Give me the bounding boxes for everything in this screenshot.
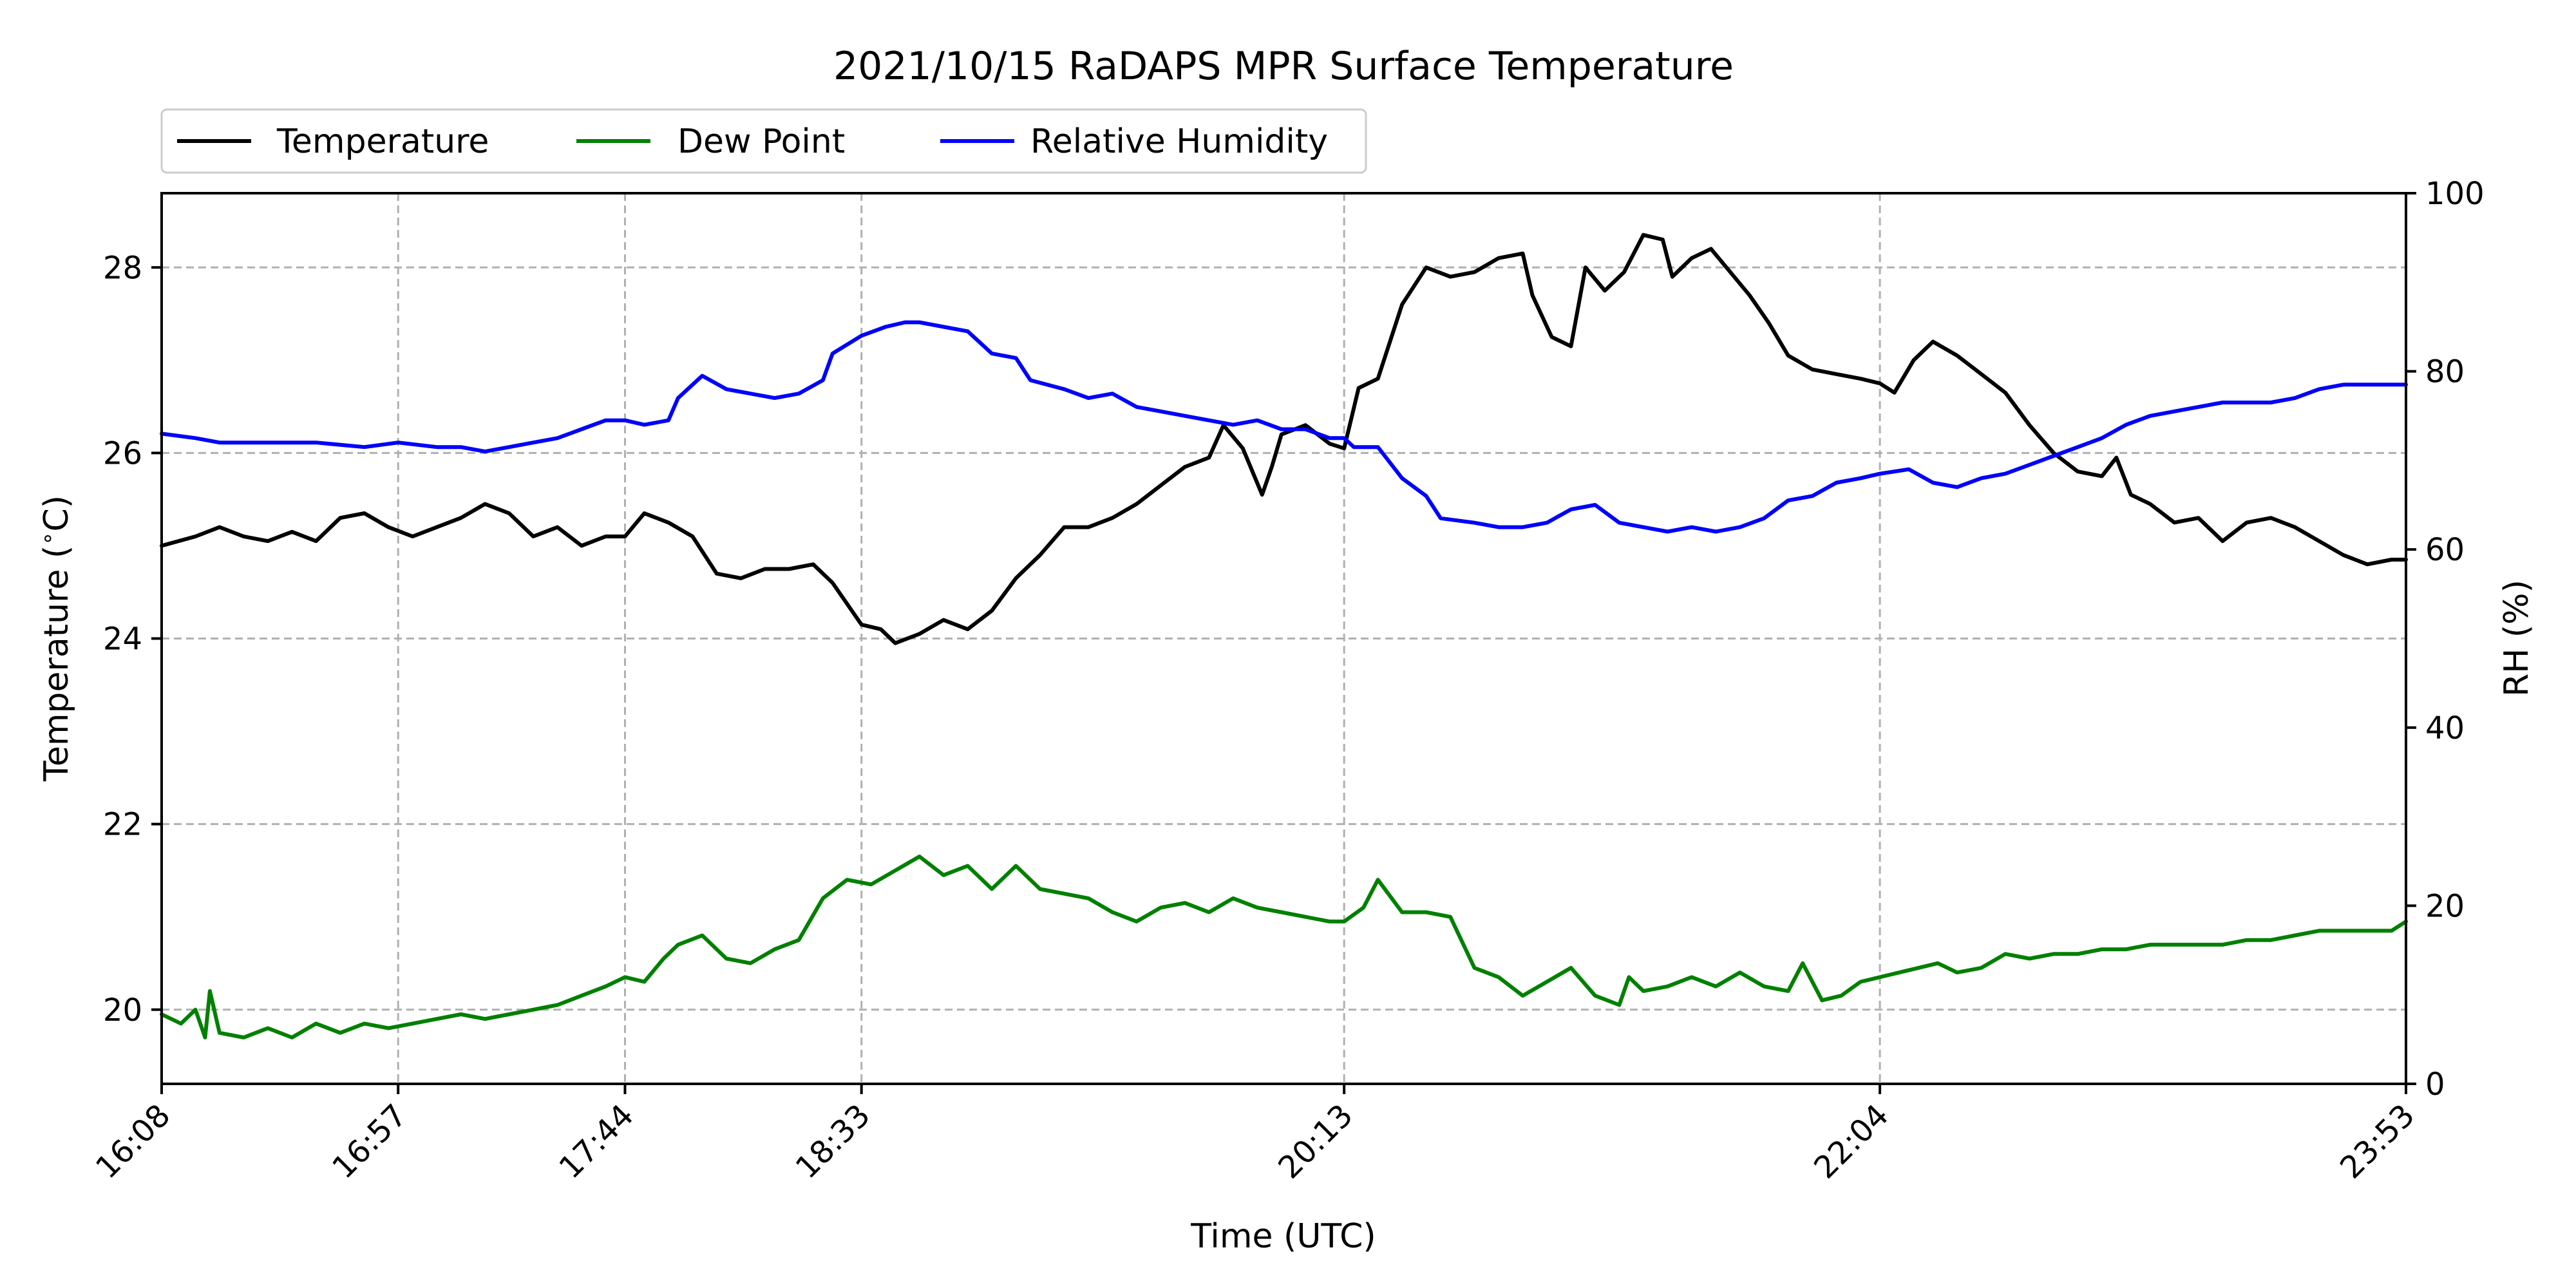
y-tick-label-right: 0 [2425, 1066, 2445, 1103]
chart-title: 2021/10/15 RaDAPS MPR Surface Temperatur… [833, 44, 1734, 89]
y-tick-label-right: 20 [2425, 888, 2465, 924]
y-tick-label-right: 80 [2425, 354, 2465, 390]
y-tick-label-left: 22 [103, 807, 142, 843]
legend-label: Relative Humidity [1030, 122, 1328, 161]
x-axis-label: Time (UTC) [1190, 1217, 1376, 1256]
chart: 2021/10/15 RaDAPS MPR Surface Temperatur… [0, 0, 2576, 1288]
y-tick-label-left: 26 [103, 435, 142, 471]
y-tick-label-left: 20 [103, 992, 142, 1028]
y-tick-label-right: 60 [2425, 532, 2465, 568]
y-axis-label-right: RH (%) [2497, 580, 2536, 697]
legend: Temperature Dew Point Relative Humidity [162, 109, 1366, 173]
y-tick-label-right: 100 [2425, 176, 2485, 212]
legend-label: Dew Point [677, 122, 845, 161]
y-tick-label-left: 28 [103, 250, 142, 286]
y-tick-label-left: 24 [103, 621, 142, 658]
legend-label: Temperature [276, 122, 489, 161]
y-tick-label-right: 40 [2425, 710, 2465, 746]
